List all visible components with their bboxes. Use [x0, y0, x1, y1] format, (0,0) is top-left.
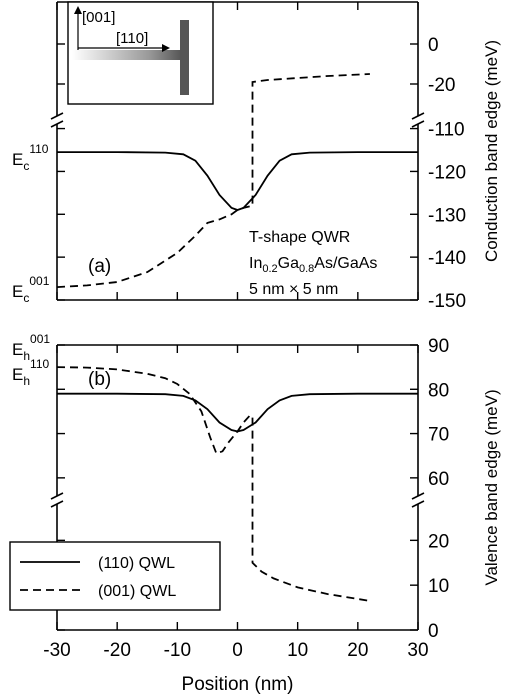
annotation-text: As/GaAs: [314, 255, 377, 272]
y-tick-label: 20: [428, 531, 449, 552]
annotation: In0.2Ga0.8As/GaAs: [249, 255, 377, 275]
curve: [57, 392, 418, 433]
level-label: Eh001: [12, 332, 50, 363]
x-tick-label: -20: [103, 640, 130, 661]
y-tick-label: 70: [428, 425, 449, 446]
inset-arrowhead: [162, 44, 170, 52]
level-sub: h: [23, 349, 30, 363]
panel-label: (a): [88, 256, 111, 277]
annotation-text: T-shape QWR: [249, 229, 350, 246]
annotation: T-shape QWR: [249, 229, 350, 246]
break-mark: [50, 112, 64, 120]
legend-label: (110) QWL: [98, 555, 175, 572]
break-mark: [411, 112, 425, 120]
level-base: E: [12, 282, 23, 301]
break-mark: [411, 120, 425, 128]
y-tick-label: -110: [428, 120, 465, 141]
y-tick-label: 60: [428, 469, 449, 490]
break-mark: [50, 492, 64, 500]
break-mark: [50, 500, 64, 508]
x-tick-label: -10: [164, 640, 191, 661]
y-tick-label: -140: [428, 248, 466, 269]
y-tick-label: 0: [428, 621, 439, 642]
y-tick-label: 90: [428, 336, 449, 357]
panel-label: (b): [88, 369, 111, 390]
annotation: 5 nm × 5 nm: [249, 281, 338, 298]
x-tick-label: 30: [407, 640, 428, 661]
annotation-sub: 0.2: [262, 263, 277, 275]
annotation-text: In: [249, 255, 262, 272]
annotation-text: 5 nm × 5 nm: [249, 281, 338, 298]
break-mark: [411, 500, 425, 508]
level-sup: 110: [30, 357, 49, 371]
level-label: Ec110: [12, 142, 49, 173]
inset-label: [110]: [116, 30, 148, 47]
y-tick-label: -20: [428, 75, 455, 96]
x-tick-label: 0: [232, 640, 243, 661]
y-tick-label: -130: [428, 205, 466, 226]
y-axis-title: Valence band edge (meV): [482, 389, 501, 585]
y-tick-label: -120: [428, 162, 466, 183]
annotation-text: Ga: [278, 255, 299, 272]
curve: [56, 366, 371, 602]
y-tick-label: 10: [428, 576, 449, 597]
inset-arrowhead: [74, 6, 82, 14]
x-axis-title: Position (nm): [182, 674, 294, 695]
x-tick-label: 10: [287, 640, 308, 661]
level-sup: 110: [29, 142, 48, 156]
level-sup: 001: [29, 274, 49, 288]
level-label: Eh110: [12, 357, 49, 388]
break-mark: [50, 120, 64, 128]
level-sub: h: [23, 374, 30, 388]
curve: [56, 73, 370, 288]
x-tick-label: 20: [347, 640, 368, 661]
legend-box: [9, 541, 221, 611]
level-sub: c: [23, 159, 29, 173]
break-mark: [411, 492, 425, 500]
y-axis-title: Conduction band edge (meV): [482, 40, 501, 262]
inset-wire: [72, 50, 182, 60]
y-tick-label: -150: [428, 291, 466, 312]
inset-label: [001]: [82, 9, 115, 26]
legend-label: (001) QWL: [98, 583, 176, 600]
level-base: E: [12, 150, 23, 169]
level-sub: c: [23, 291, 29, 305]
curve: [57, 151, 418, 211]
level-base: E: [12, 365, 23, 384]
inset-well: [180, 20, 189, 95]
y-tick-label: 80: [428, 380, 449, 401]
annotation-sub: 0.8: [299, 263, 314, 275]
y-tick-label: 0: [428, 35, 439, 56]
level-sup: 001: [30, 332, 50, 346]
level-label: Ec001: [12, 274, 50, 305]
level-base: E: [12, 340, 23, 359]
x-tick-label: -30: [43, 640, 70, 661]
